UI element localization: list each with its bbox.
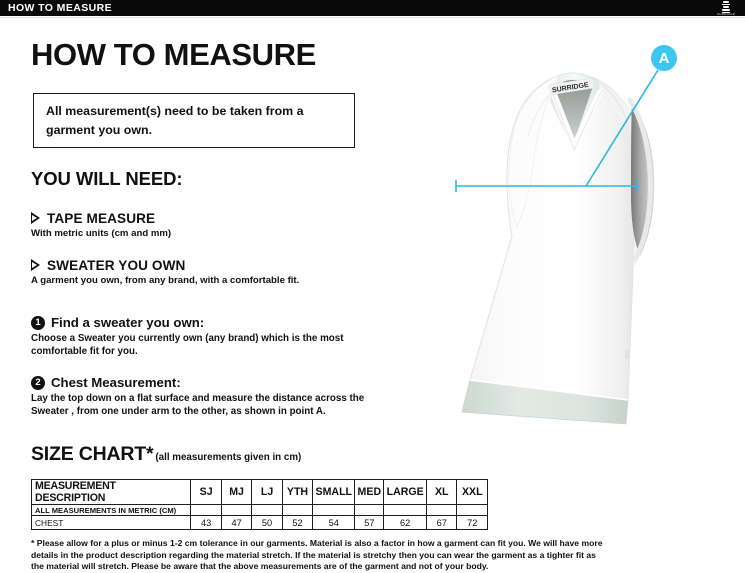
top-header-bar: HOW TO MEASURE SURRIDGE bbox=[0, 0, 745, 16]
table-cell: 47 bbox=[220, 515, 253, 530]
requirement-tape-measure: TAPE MEASURE With metric units (cm and m… bbox=[31, 210, 171, 240]
column-header: LARGE bbox=[383, 479, 428, 505]
table-cell bbox=[456, 504, 488, 516]
you-will-need-heading: YOU WILL NEED: bbox=[31, 168, 183, 189]
header-divider bbox=[0, 16, 745, 18]
row-label: CHEST bbox=[30, 515, 192, 530]
column-header: YTH bbox=[281, 479, 314, 505]
metric-row-label: ALL MEASUREMENTS IN METRIC (CM) bbox=[30, 504, 192, 516]
step-find-a-sweater: 1 Find a sweater you own: Choose a Sweat… bbox=[31, 315, 383, 358]
table-cell: 57 bbox=[354, 515, 385, 530]
column-header: LJ bbox=[251, 479, 283, 505]
triangle-bullet-icon bbox=[31, 212, 40, 224]
armhole-edge bbox=[627, 97, 653, 261]
requirement-subtitle: A garment you own, from any brand, with … bbox=[31, 275, 300, 286]
table-cell: 54 bbox=[312, 515, 356, 530]
requirement-title: SWEATER YOU OWN bbox=[47, 257, 186, 273]
table-cell bbox=[281, 504, 314, 516]
step-title: Find a sweater you own: bbox=[51, 315, 205, 330]
column-header: MJ bbox=[220, 479, 253, 505]
size-chart-heading: SIZE CHART* (all measurements given in c… bbox=[31, 443, 301, 466]
neck-trim-line bbox=[551, 89, 603, 151]
step-number-badge: 2 bbox=[31, 375, 45, 390]
column-header: SMALL bbox=[312, 479, 356, 505]
table-cell bbox=[354, 504, 385, 516]
measurement-note-box: All measurement(s) need to be taken from… bbox=[33, 93, 355, 148]
requirement-subtitle: With metric units (cm and mm) bbox=[31, 228, 172, 239]
brand-name-text: SURRIDGE bbox=[717, 12, 735, 16]
column-header: MED bbox=[354, 479, 385, 505]
table-cell bbox=[426, 504, 458, 516]
step-body: Lay the top down on a flat surface and m… bbox=[31, 393, 365, 417]
neck-trim bbox=[551, 89, 603, 149]
brand-mark-icon bbox=[722, 1, 730, 14]
table-cell: 52 bbox=[281, 515, 314, 530]
table-cell bbox=[190, 504, 222, 516]
table-row: ALL MEASUREMENTS IN METRIC (CM) bbox=[30, 504, 488, 516]
step-title: Chest Measurement: bbox=[51, 375, 181, 390]
garment-body bbox=[469, 72, 639, 401]
chest-measure-line bbox=[455, 180, 638, 192]
column-header: XXL bbox=[456, 479, 488, 505]
garment-left-shoulder bbox=[508, 75, 559, 227]
column-header: SJ bbox=[190, 479, 222, 505]
shoulder-seam-left bbox=[527, 91, 553, 139]
size-chart-table: MEASUREMENT DESCRIPTION SJ MJ LJ YTH SMA… bbox=[30, 479, 488, 530]
size-chart-note: (all measurements given in cm) bbox=[155, 452, 302, 463]
marker-label: A bbox=[659, 50, 670, 67]
step-chest-measurement: 2 Chest Measurement: Lay the top down on… bbox=[31, 375, 383, 418]
page-title: HOW TO MEASURE bbox=[31, 37, 316, 72]
hem-top-edge bbox=[469, 379, 629, 401]
table-cell bbox=[383, 504, 428, 516]
measurement-note-text: All measurement(s) need to be taken from… bbox=[46, 104, 304, 137]
table-cell: 72 bbox=[456, 515, 488, 530]
measurement-point-marker[interactable]: A bbox=[651, 45, 677, 71]
table-cell: 43 bbox=[190, 515, 222, 530]
size-chart-title: SIZE CHART* bbox=[31, 443, 154, 465]
brand-logo: SURRIDGE bbox=[713, 0, 739, 16]
side-tag bbox=[625, 350, 630, 359]
table-cell: 50 bbox=[251, 515, 283, 530]
garment-illustration: SURRIDGE A bbox=[400, 20, 745, 440]
column-header: XL bbox=[426, 479, 458, 505]
header-title: HOW TO MEASURE bbox=[8, 2, 112, 14]
footnote-text: * Please allow for a plus or minus 1-2 c… bbox=[31, 538, 603, 572]
table-header-row: MEASUREMENT DESCRIPTION SJ MJ LJ YTH SMA… bbox=[30, 479, 488, 505]
requirement-title: TAPE MEASURE bbox=[47, 210, 156, 226]
neck-opening bbox=[555, 79, 593, 142]
side-seam bbox=[627, 269, 632, 393]
step-body: Choose a Sweater you currently own (any … bbox=[31, 333, 344, 357]
table-cell: 67 bbox=[426, 515, 458, 530]
table-row: CHEST 43 47 50 52 54 57 62 67 72 bbox=[30, 515, 488, 530]
marker-leader-line bbox=[585, 69, 659, 187]
shoulder-seam-right bbox=[599, 82, 630, 129]
table-cell: 62 bbox=[383, 515, 428, 530]
triangle-bullet-icon bbox=[31, 259, 40, 271]
table-cell bbox=[312, 504, 356, 516]
step-number-badge: 1 bbox=[31, 315, 45, 330]
table-cell bbox=[251, 504, 283, 516]
column-header: MEASUREMENT DESCRIPTION bbox=[30, 479, 192, 505]
table-cell bbox=[220, 504, 253, 516]
requirement-sweater-you-own: SWEATER YOU OWN A garment you own, from … bbox=[31, 257, 299, 287]
